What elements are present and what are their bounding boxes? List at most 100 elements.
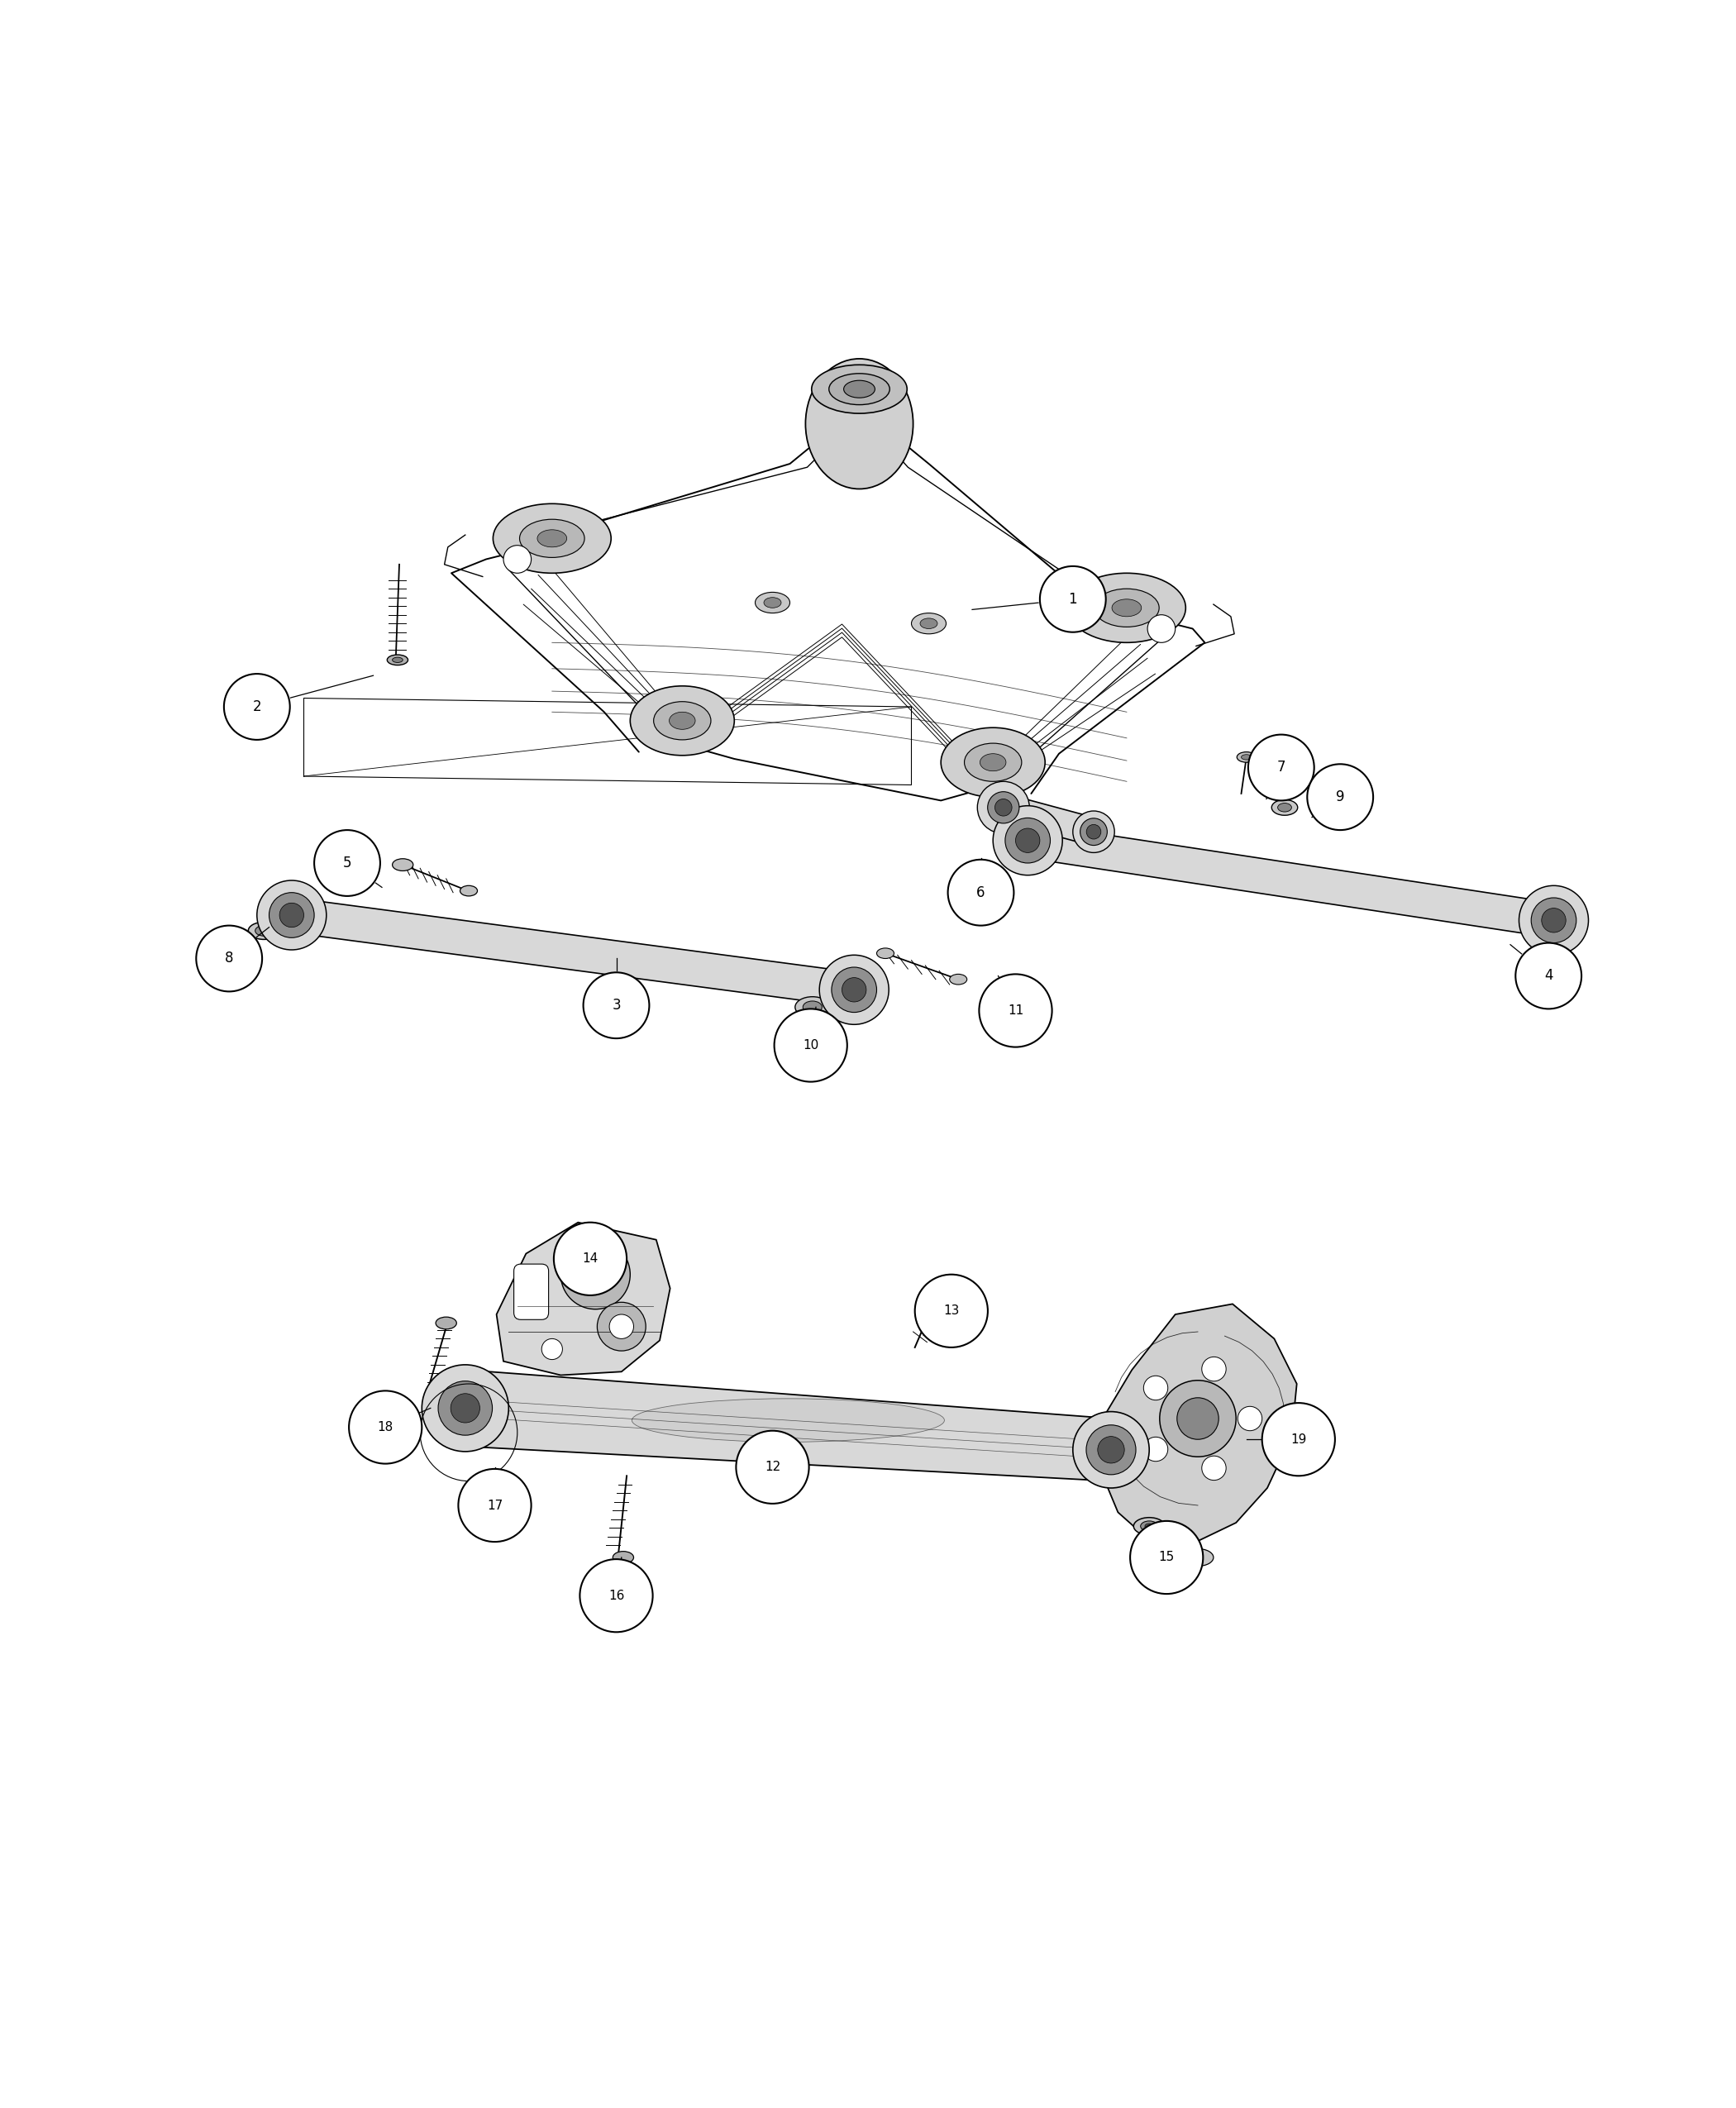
Text: 18: 18 bbox=[377, 1421, 394, 1433]
Circle shape bbox=[832, 968, 877, 1012]
Circle shape bbox=[196, 925, 262, 991]
Text: 3: 3 bbox=[611, 997, 621, 1012]
Ellipse shape bbox=[392, 658, 403, 662]
Circle shape bbox=[1097, 1436, 1125, 1463]
Circle shape bbox=[1519, 885, 1588, 955]
Text: 19: 19 bbox=[1290, 1433, 1307, 1446]
Ellipse shape bbox=[920, 618, 937, 628]
Ellipse shape bbox=[812, 365, 906, 413]
Ellipse shape bbox=[654, 702, 712, 740]
Circle shape bbox=[1201, 1358, 1226, 1381]
Ellipse shape bbox=[1241, 755, 1252, 759]
Ellipse shape bbox=[632, 1398, 944, 1442]
Text: 12: 12 bbox=[764, 1461, 781, 1473]
Circle shape bbox=[1087, 824, 1101, 839]
Ellipse shape bbox=[1182, 1549, 1213, 1566]
Ellipse shape bbox=[877, 949, 894, 959]
Ellipse shape bbox=[1068, 573, 1186, 643]
Circle shape bbox=[349, 1391, 422, 1463]
Circle shape bbox=[1130, 1522, 1203, 1594]
Circle shape bbox=[578, 1256, 613, 1292]
Text: 9: 9 bbox=[1337, 790, 1344, 805]
Circle shape bbox=[1016, 828, 1040, 852]
Ellipse shape bbox=[1094, 588, 1160, 626]
Circle shape bbox=[422, 1364, 509, 1452]
Polygon shape bbox=[290, 898, 856, 1008]
Circle shape bbox=[1144, 1438, 1168, 1461]
Circle shape bbox=[1005, 818, 1050, 862]
Ellipse shape bbox=[248, 921, 279, 940]
Circle shape bbox=[257, 881, 326, 951]
FancyBboxPatch shape bbox=[514, 1265, 549, 1320]
Ellipse shape bbox=[387, 656, 408, 666]
Ellipse shape bbox=[929, 1280, 953, 1294]
Ellipse shape bbox=[392, 858, 413, 871]
Text: 11: 11 bbox=[1007, 1003, 1024, 1016]
Circle shape bbox=[1087, 1425, 1135, 1476]
Circle shape bbox=[819, 955, 889, 1024]
Ellipse shape bbox=[804, 1001, 823, 1014]
Circle shape bbox=[915, 1275, 988, 1347]
Circle shape bbox=[314, 831, 380, 896]
Text: 17: 17 bbox=[486, 1499, 503, 1511]
Text: 8: 8 bbox=[226, 951, 233, 965]
Circle shape bbox=[988, 793, 1019, 824]
Ellipse shape bbox=[979, 755, 1005, 772]
Circle shape bbox=[269, 892, 314, 938]
Circle shape bbox=[842, 978, 866, 1001]
Ellipse shape bbox=[630, 685, 734, 755]
Text: 4: 4 bbox=[1545, 968, 1554, 982]
Circle shape bbox=[1160, 1381, 1236, 1457]
Circle shape bbox=[736, 1431, 809, 1503]
Circle shape bbox=[1307, 763, 1373, 831]
Text: 13: 13 bbox=[943, 1305, 960, 1318]
Circle shape bbox=[554, 1223, 627, 1294]
Circle shape bbox=[561, 1240, 630, 1309]
Circle shape bbox=[279, 902, 304, 928]
Ellipse shape bbox=[755, 592, 790, 613]
Text: 16: 16 bbox=[608, 1589, 625, 1602]
Polygon shape bbox=[1101, 1305, 1297, 1543]
Text: 7: 7 bbox=[1276, 761, 1285, 776]
Ellipse shape bbox=[670, 713, 694, 729]
Text: 15: 15 bbox=[1158, 1551, 1175, 1564]
Circle shape bbox=[583, 972, 649, 1039]
Circle shape bbox=[1238, 1406, 1262, 1431]
Circle shape bbox=[451, 1393, 479, 1423]
Ellipse shape bbox=[795, 997, 830, 1018]
Circle shape bbox=[1144, 1377, 1168, 1400]
Ellipse shape bbox=[844, 379, 875, 398]
Circle shape bbox=[542, 1339, 562, 1360]
Ellipse shape bbox=[1113, 599, 1142, 616]
Circle shape bbox=[1177, 1398, 1219, 1440]
Ellipse shape bbox=[1278, 803, 1292, 812]
Text: 1: 1 bbox=[1068, 592, 1078, 607]
Text: 2: 2 bbox=[252, 700, 262, 715]
Ellipse shape bbox=[764, 597, 781, 607]
Circle shape bbox=[1080, 818, 1108, 845]
Ellipse shape bbox=[1271, 799, 1299, 816]
Circle shape bbox=[597, 1303, 646, 1351]
Text: 6: 6 bbox=[976, 885, 986, 900]
Circle shape bbox=[1516, 942, 1581, 1010]
Ellipse shape bbox=[911, 613, 946, 635]
Ellipse shape bbox=[613, 1551, 634, 1564]
Circle shape bbox=[1248, 734, 1314, 801]
Ellipse shape bbox=[1134, 1518, 1165, 1535]
Ellipse shape bbox=[436, 1318, 457, 1330]
Text: 14: 14 bbox=[582, 1252, 599, 1265]
Ellipse shape bbox=[519, 519, 585, 557]
Circle shape bbox=[1040, 567, 1106, 632]
Polygon shape bbox=[1000, 795, 1097, 845]
Ellipse shape bbox=[806, 358, 913, 489]
Ellipse shape bbox=[536, 529, 566, 548]
Circle shape bbox=[1073, 812, 1115, 852]
Ellipse shape bbox=[1141, 1522, 1158, 1530]
Circle shape bbox=[580, 1560, 653, 1632]
Circle shape bbox=[993, 805, 1062, 875]
Circle shape bbox=[948, 860, 1014, 925]
Ellipse shape bbox=[1236, 753, 1255, 763]
Circle shape bbox=[977, 782, 1029, 833]
Ellipse shape bbox=[963, 744, 1021, 782]
Circle shape bbox=[1542, 909, 1566, 932]
